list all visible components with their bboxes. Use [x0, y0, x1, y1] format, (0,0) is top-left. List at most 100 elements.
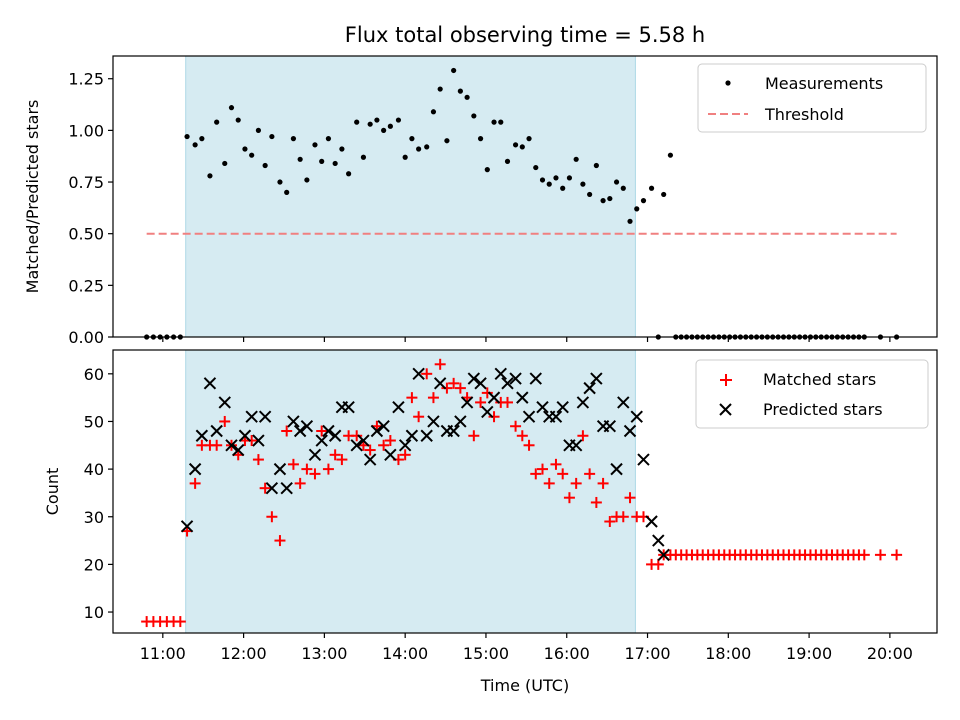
- matched-point: [246, 435, 258, 447]
- measurement-point: [648, 185, 655, 191]
- y-tick-label: 0.50: [68, 225, 104, 244]
- legend-measurements-label: Measurements: [765, 74, 883, 93]
- bottom-observing-span: [185, 349, 636, 634]
- predicted-point: [210, 424, 223, 438]
- bottom-panel: 10 20 30 40 50 60 11:00 12:00 13:00 14:00 15:00 16…: [43, 349, 938, 695]
- matched-point: [322, 463, 334, 475]
- matched-point: [557, 468, 569, 480]
- matched-point: [523, 439, 535, 451]
- measurement-point: [339, 146, 345, 152]
- measurement-point: [437, 86, 443, 92]
- predicted-point: [623, 424, 637, 438]
- matched-point: [624, 492, 636, 504]
- legend-matched-marker: [720, 374, 732, 386]
- measurement-point: [553, 175, 559, 181]
- predicted-point: [308, 448, 322, 462]
- measurement-point: [381, 127, 387, 133]
- x-tick-label: 14:00: [382, 644, 428, 663]
- predicted-point: [454, 415, 467, 428]
- matched-point: [378, 439, 390, 451]
- predicted-point: [188, 462, 202, 476]
- x-tick-label: 20:00: [867, 644, 913, 663]
- y-tick-label: 30: [84, 508, 104, 527]
- measurement-point: [430, 109, 437, 115]
- top-observing-span: [185, 55, 636, 338]
- measurement-point: [367, 121, 373, 127]
- predicted-point: [315, 434, 328, 447]
- predicted-point: [392, 400, 405, 414]
- matched-point: [488, 411, 500, 423]
- chart-title: Flux total observing time = 5.58 h: [345, 23, 705, 47]
- measurement-point: [580, 181, 586, 187]
- predicted-point: [522, 410, 536, 423]
- predicted-point: [481, 405, 494, 419]
- matched-point: [329, 449, 341, 461]
- top-panel: 0.00 0.25 0.50 0.75 1.00 1.25 Matched/Predict…: [23, 55, 938, 347]
- predicted-point: [569, 439, 583, 452]
- measurement-point: [319, 158, 325, 164]
- measurement-point: [484, 167, 490, 173]
- top-y-axis-ticks: 0.00 0.25 0.50 0.75 1.00 1.25: [68, 70, 113, 347]
- matched-point: [364, 444, 376, 456]
- top-axes-frame: [112, 55, 938, 338]
- x-tick-label: 19:00: [786, 644, 832, 663]
- bottom-y-axis-label: Count: [43, 468, 62, 516]
- predicted-point: [287, 415, 300, 428]
- matched-point: [448, 377, 460, 389]
- predicted-point: [218, 396, 231, 409]
- measurement-point: [607, 195, 613, 202]
- matched-point: [604, 516, 616, 528]
- predicted-point: [460, 396, 474, 409]
- measurement-point: [374, 117, 380, 123]
- measurement-point: [504, 158, 511, 164]
- y-tick-label: 40: [84, 460, 104, 479]
- predicted-point: [252, 434, 265, 447]
- matched-point: [584, 468, 596, 480]
- predicted-point: [293, 424, 307, 438]
- bottom-y-axis-ticks: 10 20 30 40 50 60: [84, 365, 113, 622]
- bottom-axes-frame: [112, 349, 938, 634]
- matched-point: [281, 425, 293, 437]
- legend-threshold-label: Threshold: [764, 105, 844, 124]
- matched-point: [454, 382, 466, 394]
- predicted-point: [328, 429, 342, 442]
- predicted-point: [433, 377, 447, 390]
- x-tick-label: 17:00: [624, 644, 670, 663]
- predicted-point: [474, 377, 487, 390]
- y-tick-label: 50: [84, 412, 104, 431]
- measurement-point: [627, 218, 633, 224]
- predicted-point: [280, 481, 293, 495]
- y-tick-label: 20: [84, 555, 104, 574]
- predicted-point: [610, 462, 623, 476]
- x-tick-label: 16:00: [544, 644, 590, 663]
- x-tick-label: 11:00: [140, 644, 186, 663]
- measurement-point: [207, 173, 213, 179]
- matched-point: [577, 430, 589, 442]
- matched-point: [563, 492, 575, 504]
- matched-point: [550, 458, 562, 470]
- y-tick-label: 1.00: [68, 121, 104, 140]
- y-tick-label: 1.25: [68, 70, 104, 89]
- measurement-point: [444, 138, 450, 144]
- predicted-point: [180, 520, 194, 533]
- y-tick-label: 10: [84, 603, 104, 622]
- top-y-axis-label: Matched/Predicted stars: [23, 100, 42, 294]
- matched-point: [316, 425, 328, 437]
- measurement-point: [332, 160, 338, 167]
- legend-matched-label: Matched stars: [763, 370, 876, 389]
- measurement-point: [471, 113, 477, 119]
- predicted-point: [405, 429, 419, 442]
- predicted-point: [645, 515, 658, 528]
- predicted-point: [583, 381, 596, 395]
- top-legend-box: [697, 63, 927, 133]
- predicted-point: [398, 439, 412, 452]
- matched-point: [590, 496, 602, 508]
- y-tick-label: 0.75: [68, 173, 104, 192]
- measurement-point: [242, 146, 248, 152]
- matched-point: [652, 558, 664, 570]
- x-tick-label: 15:00: [463, 644, 509, 663]
- predicted-point: [529, 372, 542, 385]
- matched-point: [384, 435, 396, 447]
- matched-point: [252, 454, 264, 466]
- measurement-point: [560, 185, 566, 191]
